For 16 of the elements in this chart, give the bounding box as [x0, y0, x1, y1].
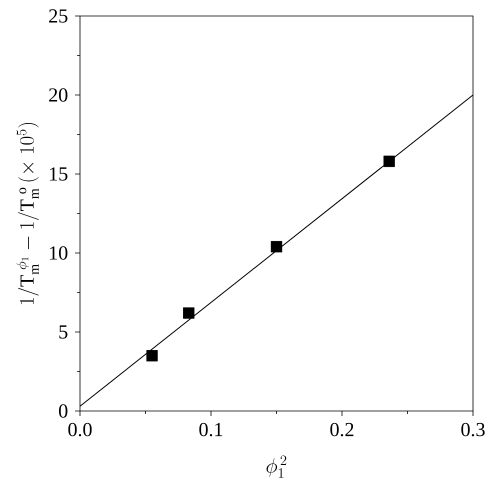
point — [183, 307, 194, 319]
y-tick-label: 0 — [58, 404, 68, 418]
x-tick-label: 0.1 — [199, 422, 222, 436]
y-tick-label: 25 — [49, 9, 68, 23]
point — [146, 350, 158, 362]
x-tick-label: 0.3 — [461, 422, 485, 436]
point — [270, 241, 282, 252]
x-axis-title: $\phi_1^{\,2}$ — [266, 456, 286, 478]
y-tick-label: 15 — [50, 167, 68, 181]
y-axis-title: $1/\mathrm{T}_{\mathrm{m}}^{\ \phi_1} - 1/\mathrm{T}_{\mathrm{m}}^{\ \mathrm{o}}\,(\times\ 10^{5})$ — [16, 122, 39, 304]
y-tick-label: 20 — [49, 88, 68, 102]
y-tick-label: 10 — [50, 246, 68, 260]
point — [383, 156, 395, 168]
x-tick-label: 0.0 — [68, 422, 92, 436]
x-tick-label: 0.2 — [330, 422, 354, 436]
y-tick-label: 5 — [59, 325, 68, 339]
